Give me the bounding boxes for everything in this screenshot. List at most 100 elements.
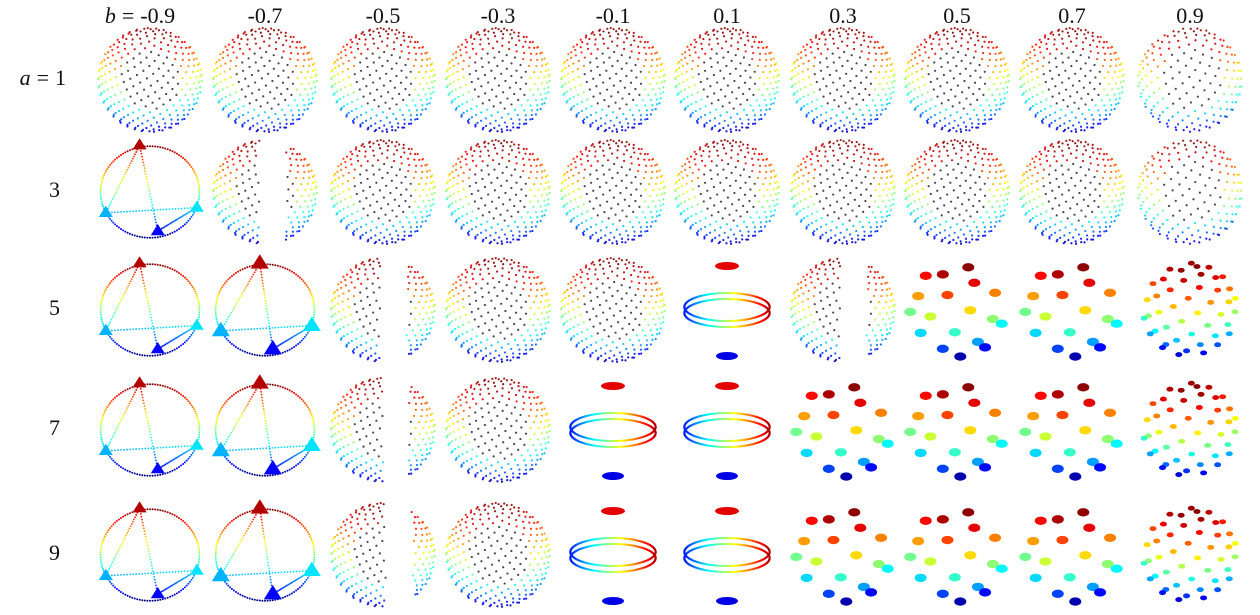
point xyxy=(365,223,368,226)
point xyxy=(599,204,602,207)
point xyxy=(842,140,845,143)
point xyxy=(885,210,889,213)
point xyxy=(644,164,648,167)
point xyxy=(988,170,991,173)
point xyxy=(311,181,314,185)
point xyxy=(157,54,160,57)
point xyxy=(972,168,976,171)
point xyxy=(700,47,704,50)
point xyxy=(356,159,360,162)
point xyxy=(752,51,755,55)
point xyxy=(703,123,706,126)
point xyxy=(1036,223,1039,227)
point xyxy=(1169,177,1173,181)
point xyxy=(797,165,800,168)
point xyxy=(517,98,520,101)
point xyxy=(260,56,263,59)
point xyxy=(602,154,606,157)
point xyxy=(138,108,141,111)
point xyxy=(712,140,716,143)
point xyxy=(962,219,965,222)
point xyxy=(828,28,832,31)
point xyxy=(1091,143,1094,146)
point xyxy=(683,168,687,171)
point xyxy=(342,45,345,48)
point xyxy=(1084,174,1087,177)
point xyxy=(1145,85,1148,88)
point xyxy=(543,169,546,172)
point xyxy=(393,86,396,89)
point xyxy=(119,182,122,185)
point xyxy=(833,98,836,102)
point xyxy=(766,76,769,80)
point xyxy=(374,122,377,125)
point xyxy=(1103,170,1106,173)
point xyxy=(169,98,172,101)
point xyxy=(807,171,810,174)
point xyxy=(705,233,708,237)
point xyxy=(141,122,144,125)
point xyxy=(408,93,411,96)
point xyxy=(938,43,941,46)
point xyxy=(347,171,350,174)
point xyxy=(649,211,652,214)
cell-image xyxy=(790,26,896,133)
point xyxy=(724,95,727,98)
point xyxy=(174,122,178,125)
point xyxy=(891,62,894,65)
point xyxy=(241,237,244,240)
point xyxy=(1193,240,1196,243)
point xyxy=(867,157,870,160)
point xyxy=(716,81,719,84)
point xyxy=(371,220,374,223)
point xyxy=(823,33,826,36)
point xyxy=(130,160,133,162)
point xyxy=(829,204,832,207)
point xyxy=(977,151,980,154)
point xyxy=(186,207,189,210)
point xyxy=(846,44,849,47)
point xyxy=(569,108,572,111)
point xyxy=(1074,242,1078,245)
point xyxy=(627,126,630,129)
point xyxy=(488,242,491,245)
point xyxy=(503,107,506,110)
point xyxy=(821,121,824,125)
point xyxy=(790,197,793,201)
point xyxy=(1157,117,1160,120)
point xyxy=(981,147,984,151)
point xyxy=(577,223,580,227)
point xyxy=(832,193,835,196)
point xyxy=(460,155,464,158)
point xyxy=(263,64,266,68)
point xyxy=(1223,115,1227,118)
point xyxy=(918,54,921,57)
point xyxy=(500,184,503,187)
point xyxy=(953,119,956,122)
point xyxy=(888,169,891,172)
point xyxy=(154,218,157,221)
point xyxy=(417,205,420,209)
point xyxy=(471,154,474,157)
point xyxy=(740,122,744,125)
point xyxy=(904,197,907,201)
point xyxy=(1222,39,1225,42)
point xyxy=(989,225,993,229)
point xyxy=(407,169,410,173)
point xyxy=(385,242,389,245)
point xyxy=(106,168,109,171)
point xyxy=(572,157,575,160)
point xyxy=(1240,85,1243,88)
point xyxy=(747,122,750,125)
point xyxy=(231,158,234,161)
point xyxy=(199,68,202,71)
point xyxy=(1006,187,1009,190)
point xyxy=(718,122,721,125)
point xyxy=(654,93,657,96)
point xyxy=(229,59,232,62)
point xyxy=(180,226,183,229)
point xyxy=(199,75,202,78)
point xyxy=(244,189,247,192)
point xyxy=(952,56,955,59)
point xyxy=(874,58,877,61)
